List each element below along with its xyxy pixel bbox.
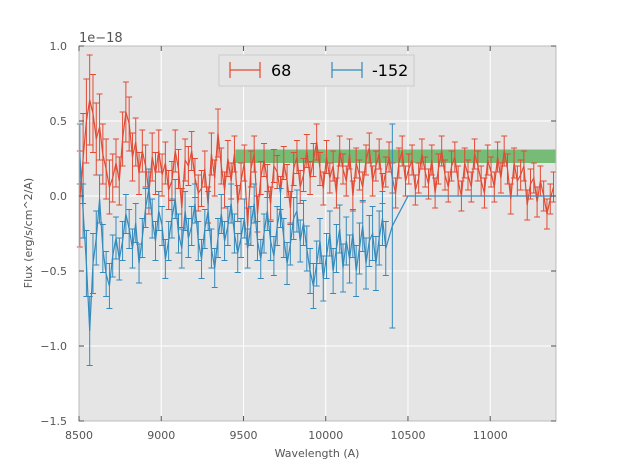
x-tick-label: 8500 [65, 429, 93, 442]
x-axis-label: Wavelength (A) [275, 447, 360, 460]
legend-label-152: -152 [372, 61, 408, 80]
x-tick-label: 11000 [473, 429, 508, 442]
y-tick-label: −1.5 [40, 415, 67, 428]
legend-marker-152 [331, 62, 363, 78]
legend-marker-68 [229, 62, 261, 78]
offset-text: 1e−18 [79, 31, 123, 46]
series-line-0 [79, 99, 555, 227]
y-tick-label: 0.5 [50, 115, 68, 128]
series-line-1 [79, 153, 556, 332]
series-layer [76, 54, 557, 366]
legend: 68 -152 [218, 54, 415, 87]
y-tick-label: −0.5 [40, 265, 67, 278]
x-tick-label: 9500 [229, 429, 257, 442]
x-tick-label: 10000 [308, 429, 343, 442]
y-tick-label: 1.0 [50, 40, 68, 53]
y-tick-label: −1.0 [40, 340, 67, 353]
y-tick-label: 0.0 [50, 190, 68, 203]
x-tick-label: 10500 [390, 429, 425, 442]
axes: 8500 9000 9500 10000 10500 11000 −1.5 −1.0 −0.5 0… [40, 40, 557, 442]
plot-background [79, 46, 556, 421]
y-axis-label: Flux (erg/s/cm^2/A) [22, 178, 35, 288]
x-tick-label: 9000 [147, 429, 175, 442]
series-1 [76, 123, 556, 366]
legend-label-68: 68 [271, 61, 291, 80]
plot-frame [78, 45, 557, 422]
